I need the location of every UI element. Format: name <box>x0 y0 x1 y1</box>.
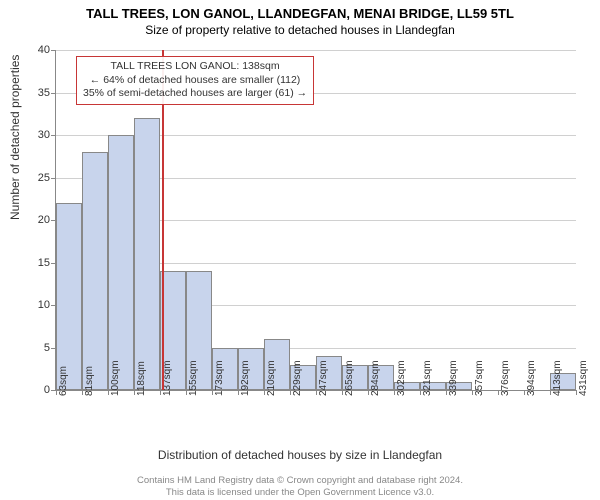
xtick-mark <box>342 390 343 395</box>
histogram-bar <box>108 135 134 390</box>
xtick-mark <box>264 390 265 395</box>
xtick-label: 431sqm <box>578 360 589 396</box>
xtick-mark <box>446 390 447 395</box>
ytick-label: 25 <box>38 172 50 184</box>
footer-line1: Contains HM Land Registry data © Crown c… <box>0 475 600 486</box>
xtick-mark <box>134 390 135 395</box>
xtick-mark <box>82 390 83 395</box>
ytick-label: 5 <box>44 342 50 354</box>
xtick-label: 284sqm <box>370 360 381 396</box>
xtick-label: 265sqm <box>344 360 355 396</box>
ytick-label: 0 <box>44 384 50 396</box>
xtick-label: 321sqm <box>422 360 433 396</box>
annotation-line2: ← 64% of detached houses are smaller (11… <box>83 74 307 88</box>
y-axis-label: Number of detached properties <box>8 55 22 220</box>
plot-area: 051015202530354063sqm81sqm100sqm118sqm13… <box>55 50 576 391</box>
histogram-bar <box>134 118 160 390</box>
ytick-mark <box>51 50 56 51</box>
xtick-mark <box>186 390 187 395</box>
histogram-bar <box>56 203 82 390</box>
xtick-label: 192sqm <box>240 360 251 396</box>
histogram-bar <box>82 152 108 390</box>
xtick-label: 137sqm <box>162 360 173 396</box>
annotation-line1: TALL TREES LON GANOL: 138sqm <box>83 60 307 74</box>
xtick-mark <box>212 390 213 395</box>
xtick-label: 339sqm <box>448 360 459 396</box>
xtick-label: 63sqm <box>58 366 69 396</box>
xtick-mark <box>108 390 109 395</box>
xtick-mark <box>238 390 239 395</box>
xtick-mark <box>368 390 369 395</box>
xtick-label: 357sqm <box>474 360 485 396</box>
xtick-label: 394sqm <box>526 360 537 396</box>
xtick-mark <box>160 390 161 395</box>
ytick-label: 10 <box>38 299 50 311</box>
chart-title: TALL TREES, LON GANOL, LLANDEGFAN, MENAI… <box>0 0 600 21</box>
footer-attribution: Contains HM Land Registry data © Crown c… <box>0 475 600 498</box>
ytick-label: 20 <box>38 214 50 226</box>
xtick-mark <box>290 390 291 395</box>
xtick-label: 118sqm <box>136 361 147 396</box>
x-axis-label: Distribution of detached houses by size … <box>0 448 600 462</box>
ytick-mark <box>51 178 56 179</box>
xtick-label: 155sqm <box>188 360 199 396</box>
xtick-mark <box>524 390 525 395</box>
xtick-label: 229sqm <box>292 360 303 396</box>
xtick-label: 247sqm <box>318 360 329 396</box>
ytick-mark <box>51 93 56 94</box>
chart-container: TALL TREES, LON GANOL, LLANDEGFAN, MENAI… <box>0 0 600 500</box>
xtick-label: 100sqm <box>110 360 121 396</box>
xtick-mark <box>394 390 395 395</box>
xtick-mark <box>56 390 57 395</box>
ytick-label: 40 <box>38 44 50 56</box>
ytick-label: 30 <box>38 129 50 141</box>
xtick-label: 413sqm <box>552 360 563 396</box>
xtick-mark <box>472 390 473 395</box>
annotation-line3: 35% of semi-detached houses are larger (… <box>83 87 307 101</box>
gridline <box>56 50 576 51</box>
xtick-label: 81sqm <box>84 366 95 396</box>
ytick-mark <box>51 135 56 136</box>
xtick-mark <box>316 390 317 395</box>
annotation-box: TALL TREES LON GANOL: 138sqm← 64% of det… <box>76 56 314 105</box>
xtick-mark <box>576 390 577 395</box>
ytick-label: 15 <box>38 257 50 269</box>
xtick-label: 302sqm <box>396 360 407 396</box>
xtick-mark <box>420 390 421 395</box>
xtick-mark <box>550 390 551 395</box>
footer-line2: This data is licensed under the Open Gov… <box>0 487 600 498</box>
chart-subtitle: Size of property relative to detached ho… <box>0 21 600 37</box>
ytick-label: 35 <box>38 87 50 99</box>
xtick-label: 173sqm <box>214 360 225 396</box>
xtick-mark <box>498 390 499 395</box>
xtick-label: 376sqm <box>500 360 511 396</box>
xtick-label: 210sqm <box>266 360 277 396</box>
